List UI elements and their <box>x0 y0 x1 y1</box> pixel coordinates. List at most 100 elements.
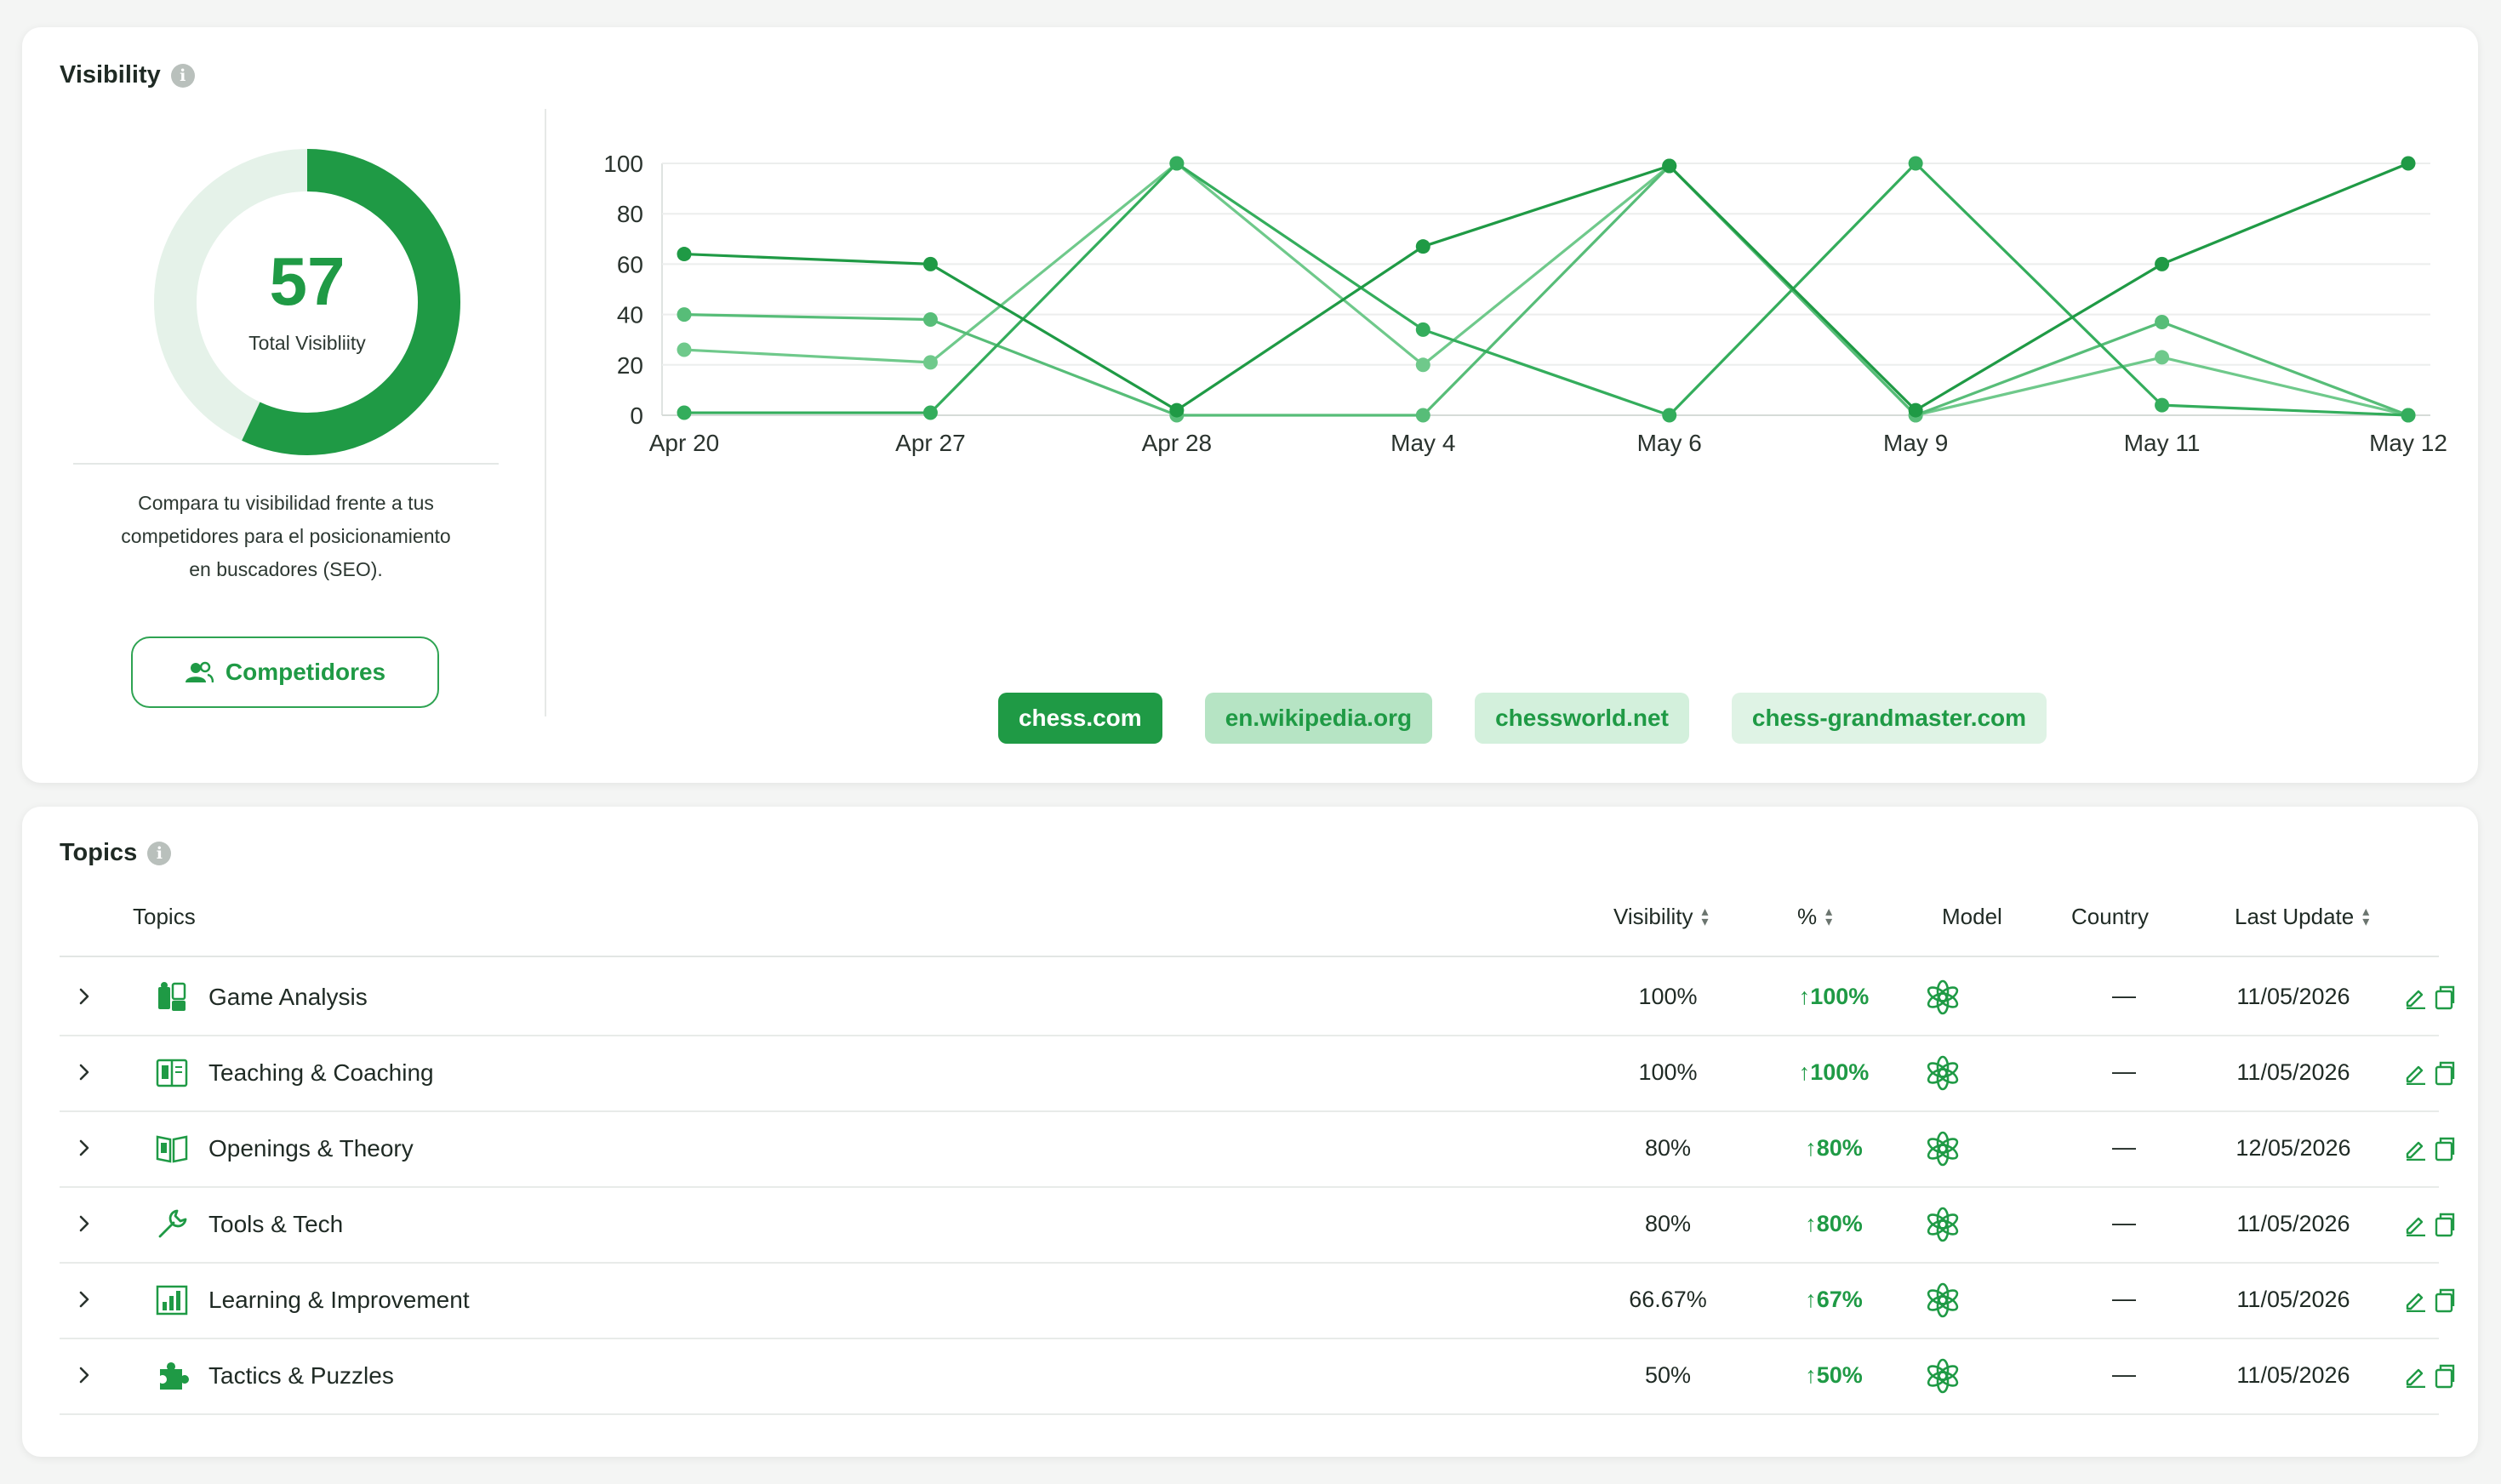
sort-icon[interactable]: ▴ ▾ <box>1825 904 1833 929</box>
topic-visibility: 100% <box>1638 1059 1698 1085</box>
copy-icon[interactable] <box>2434 1136 2456 1162</box>
column-header-country: Country <box>2071 904 2149 930</box>
topic-name[interactable]: Teaching & Coaching <box>208 1059 434 1086</box>
topic-last-update: 11/05/2026 <box>2236 1362 2350 1388</box>
analysis-icon <box>158 982 186 1011</box>
data-point[interactable] <box>1415 357 1430 373</box>
data-point[interactable] <box>1662 408 1677 423</box>
table-row[interactable]: Learning & Improvement 66.67% ↑67% — 11/05/2… <box>60 1263 2455 1339</box>
data-point[interactable] <box>2401 156 2416 171</box>
data-point[interactable] <box>1415 239 1430 254</box>
topic-name[interactable]: Tools & Tech <box>208 1211 344 1237</box>
chevron-right-icon[interactable] <box>73 1061 95 1083</box>
table-row[interactable]: Tools & Tech 80% ↑80% — 11/05/2026 <box>60 1187 2455 1264</box>
chevron-right-icon[interactable] <box>73 1213 95 1235</box>
chevron-right-icon[interactable] <box>73 1288 95 1310</box>
x-tick-label: May 9 <box>1883 430 1948 456</box>
topic-country: — <box>2112 1285 2136 1311</box>
data-point[interactable] <box>922 405 938 420</box>
total-visibility-caption: Total Visibliity <box>248 332 366 354</box>
total-visibility-value: 57 <box>269 243 345 319</box>
edit-icon[interactable] <box>2403 1364 2427 1388</box>
topic-visibility: 100% <box>1638 984 1698 1009</box>
openai-model-icon <box>1927 1207 1959 1242</box>
topic-name[interactable]: Learning & Improvement <box>208 1287 470 1313</box>
data-point[interactable] <box>1662 158 1677 174</box>
data-point[interactable] <box>922 355 938 370</box>
edit-icon[interactable] <box>2403 985 2427 1009</box>
edit-icon[interactable] <box>2403 1137 2427 1161</box>
column-header-percent[interactable]: % ▴ ▾ <box>1797 904 1832 930</box>
chevron-right-icon[interactable] <box>73 1364 95 1386</box>
legend-item[interactable]: chess-grandmaster.com <box>1731 693 2047 744</box>
table-header-divider <box>60 956 2439 957</box>
edit-icon[interactable] <box>2403 1061 2427 1085</box>
data-point[interactable] <box>677 405 692 420</box>
y-tick-label: 20 <box>617 352 643 379</box>
legend-item[interactable]: chessworld.net <box>1475 693 1689 744</box>
data-point[interactable] <box>2155 350 2170 365</box>
data-point[interactable] <box>922 312 938 328</box>
y-tick-label: 40 <box>617 302 643 328</box>
copy-icon[interactable] <box>2434 1287 2456 1313</box>
table-row[interactable]: Openings & Theory 80% ↑80% — 12/05/2026 <box>60 1111 2455 1188</box>
column-header-label: Last Update <box>2235 904 2355 929</box>
copy-icon[interactable] <box>2434 1212 2456 1237</box>
topic-percent-change: ↑50% <box>1805 1362 1863 1388</box>
data-point[interactable] <box>1415 322 1430 337</box>
column-header-last-update[interactable]: Last Update ▴ ▾ <box>2235 904 2369 930</box>
topic-country: — <box>2112 1209 2136 1236</box>
y-tick-label: 0 <box>630 402 643 429</box>
sort-icon[interactable]: ▴ ▾ <box>2362 904 2370 929</box>
data-point[interactable] <box>1169 402 1185 418</box>
data-point[interactable] <box>922 256 938 271</box>
x-tick-label: Apr 27 <box>895 430 966 456</box>
topic-name[interactable]: Tactics & Puzzles <box>208 1362 394 1389</box>
data-point[interactable] <box>677 342 692 357</box>
topic-name[interactable]: Openings & Theory <box>208 1135 414 1162</box>
info-icon[interactable]: i <box>147 841 172 865</box>
chart-legend: chess.com en.wikipedia.org chessworld.net c… <box>567 693 2478 744</box>
copy-icon[interactable] <box>2434 985 2456 1010</box>
table-row[interactable]: Game Analysis 100% ↑100% — 11/05/2026 <box>60 960 2455 1036</box>
data-point[interactable] <box>2401 408 2416 423</box>
total-visibility-donut: 57 Total Visibliity <box>133 128 482 477</box>
info-icon[interactable]: i <box>170 63 195 88</box>
data-point[interactable] <box>2155 397 2170 413</box>
data-point[interactable] <box>2155 256 2170 271</box>
x-tick-label: May 11 <box>2124 430 2201 456</box>
data-point[interactable] <box>1169 156 1185 171</box>
competitors-button[interactable]: Competidores <box>131 636 439 708</box>
sort-icon[interactable]: ▴ ▾ <box>1701 904 1709 929</box>
legend-item[interactable]: chess.com <box>997 693 1162 744</box>
copy-icon[interactable] <box>2434 1363 2456 1389</box>
topic-percent-change: ↑80% <box>1805 1211 1863 1236</box>
table-row[interactable]: Tactics & Puzzles 50% ↑50% — 11/05/2026 <box>60 1338 2455 1415</box>
description-line: en buscadores (SEO). <box>189 558 383 580</box>
table-row[interactable]: Teaching & Coaching 100% ↑100% — 11/05/2026 <box>60 1036 2455 1112</box>
visibility-line-chart: 0 20 40 60 80 100 Apr 20 Apr 27 Apr 28 May 4 May … <box>603 151 2447 456</box>
data-point[interactable] <box>677 247 692 262</box>
data-point[interactable] <box>1908 156 1923 171</box>
topic-name[interactable]: Game Analysis <box>208 984 368 1010</box>
legend-item[interactable]: en.wikipedia.org <box>1204 693 1433 744</box>
column-header-visibility[interactable]: Visibility ▴ ▾ <box>1613 904 1708 930</box>
openai-model-icon <box>1927 1358 1959 1394</box>
topic-visibility: 66.67% <box>1629 1287 1707 1312</box>
topic-last-update: 11/05/2026 <box>2236 984 2350 1009</box>
data-point[interactable] <box>1415 408 1430 423</box>
column-header-model: Model <box>1942 904 2002 930</box>
x-tick-label: Apr 20 <box>649 430 720 456</box>
topics-title: Topics <box>60 839 138 866</box>
data-point[interactable] <box>1908 402 1923 418</box>
topic-last-update: 12/05/2026 <box>2235 1135 2351 1161</box>
competitors-button-label: Competidores <box>225 659 386 685</box>
chevron-right-icon[interactable] <box>73 1137 95 1159</box>
data-point[interactable] <box>2155 314 2170 329</box>
chevron-right-icon[interactable] <box>73 985 95 1007</box>
edit-icon[interactable] <box>2403 1288 2427 1312</box>
edit-icon[interactable] <box>2403 1213 2427 1236</box>
column-header-label: Model <box>1942 904 2002 929</box>
copy-icon[interactable] <box>2434 1060 2456 1086</box>
data-point[interactable] <box>677 307 692 322</box>
